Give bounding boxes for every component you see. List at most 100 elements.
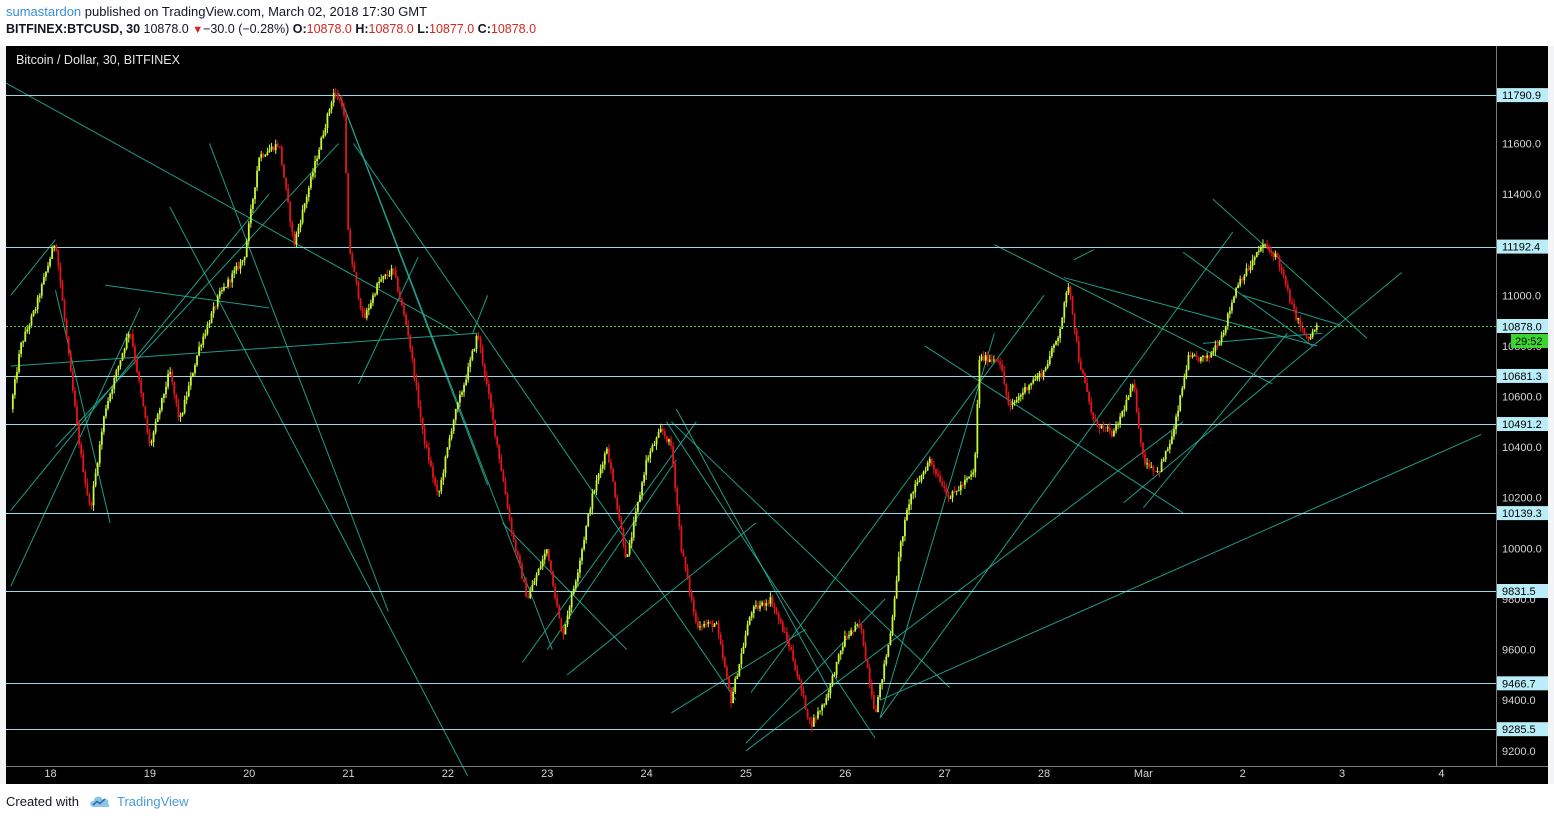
candle-body [115, 370, 118, 379]
candle-body [301, 209, 304, 223]
candle-body [541, 559, 544, 567]
trendline[interactable] [675, 408, 831, 693]
trendline[interactable] [10, 193, 270, 511]
candle-body [539, 566, 542, 569]
candle-body [899, 541, 902, 558]
candle-body [1104, 426, 1107, 428]
high-label: H: [355, 22, 369, 36]
trendline[interactable] [994, 244, 1273, 385]
candle-body [36, 297, 39, 310]
trendline[interactable] [671, 421, 950, 688]
trendline[interactable] [924, 345, 1184, 514]
candle-body [560, 618, 563, 631]
candle-body [792, 649, 795, 661]
candle-body [1156, 470, 1159, 472]
trendline[interactable] [1242, 294, 1343, 327]
trendline[interactable] [0, 79, 459, 334]
candle-body [583, 539, 585, 550]
candle-body [682, 551, 685, 557]
candle-body [30, 315, 33, 326]
candle-body [1162, 459, 1165, 462]
candle-body [581, 549, 583, 561]
candle-body [1175, 416, 1177, 430]
time-tick-label: 26 [839, 768, 851, 780]
tradingview-cloud-icon[interactable] [88, 793, 112, 809]
candle-body [750, 613, 753, 618]
candlestick-chart[interactable]: 9200.09400.09600.09800.010000.010200.010… [0, 46, 1548, 784]
candle-body [210, 313, 213, 324]
candle-body [645, 460, 648, 475]
trendline[interactable] [10, 239, 56, 296]
trendline[interactable] [1212, 198, 1368, 339]
candle-body [1048, 355, 1051, 365]
candle-body [769, 597, 772, 604]
candle-body [454, 408, 457, 420]
candle-body [252, 199, 254, 209]
trendline[interactable] [1063, 277, 1318, 347]
candle-body [653, 444, 656, 446]
candle-body [430, 460, 432, 467]
chart-area[interactable]: 9200.0 9400.0 9600.0 9800.0 10000.0 10200.0 10… [0, 46, 1548, 784]
candle-body [1036, 375, 1039, 380]
candle-body [456, 402, 459, 409]
trendline[interactable] [169, 206, 469, 777]
time-tick-label: 28 [1038, 768, 1050, 780]
trendline[interactable] [879, 231, 1234, 719]
candle-body [740, 653, 743, 665]
publisher-link[interactable]: sumastardon [6, 4, 82, 19]
candle-body [670, 439, 672, 447]
trendline[interactable] [1123, 272, 1402, 504]
price-axis[interactable] [1496, 46, 1548, 766]
candle-body [177, 403, 180, 417]
candle-body [999, 361, 1002, 365]
candle-body [1003, 371, 1006, 384]
candle-body [229, 279, 232, 283]
trendline[interactable] [1073, 249, 1094, 261]
trendline[interactable] [879, 333, 995, 719]
candle-body [394, 270, 397, 277]
candle-body [721, 644, 724, 658]
time-axis[interactable] [6, 766, 1548, 784]
trendline[interactable] [879, 434, 1482, 701]
trendline[interactable] [566, 522, 757, 676]
candle-body [1139, 428, 1142, 443]
candle-body [107, 400, 109, 409]
trendline[interactable] [546, 459, 677, 650]
trendline[interactable] [1142, 332, 1288, 509]
candle-body [1001, 364, 1004, 372]
candle-body [622, 529, 625, 546]
trendline[interactable] [10, 307, 141, 587]
trendline[interactable] [1202, 332, 1323, 344]
trendline[interactable] [353, 143, 737, 701]
candle-body [889, 633, 892, 645]
trendline[interactable] [55, 143, 339, 448]
trendline[interactable] [1182, 251, 1313, 347]
candle-body [906, 510, 908, 521]
trendline[interactable] [358, 257, 419, 385]
trendline[interactable] [208, 143, 389, 612]
candle-body [599, 468, 602, 475]
candle-body [893, 598, 896, 617]
trendline[interactable] [750, 294, 1045, 693]
candle-body [1055, 341, 1057, 345]
candle-body [34, 309, 37, 311]
tradingview-link[interactable]: TradingView [117, 794, 189, 809]
trendline[interactable] [105, 284, 270, 309]
candle-body [212, 306, 215, 314]
candle-body [1117, 424, 1119, 426]
candle-body [1024, 387, 1026, 393]
candle-body [1280, 266, 1283, 270]
candle-body [1181, 388, 1184, 396]
candle-body [351, 253, 354, 265]
candle-body [312, 172, 314, 177]
trendline[interactable] [54, 290, 111, 524]
trendline[interactable] [666, 421, 876, 739]
candle-body [1061, 317, 1064, 329]
trendline[interactable] [502, 522, 628, 650]
candle-body [1216, 345, 1219, 347]
candle-body [40, 284, 43, 296]
candle-body [134, 346, 136, 360]
trendline[interactable] [745, 421, 1184, 752]
candle-body [510, 518, 513, 534]
trendline[interactable] [522, 421, 697, 663]
